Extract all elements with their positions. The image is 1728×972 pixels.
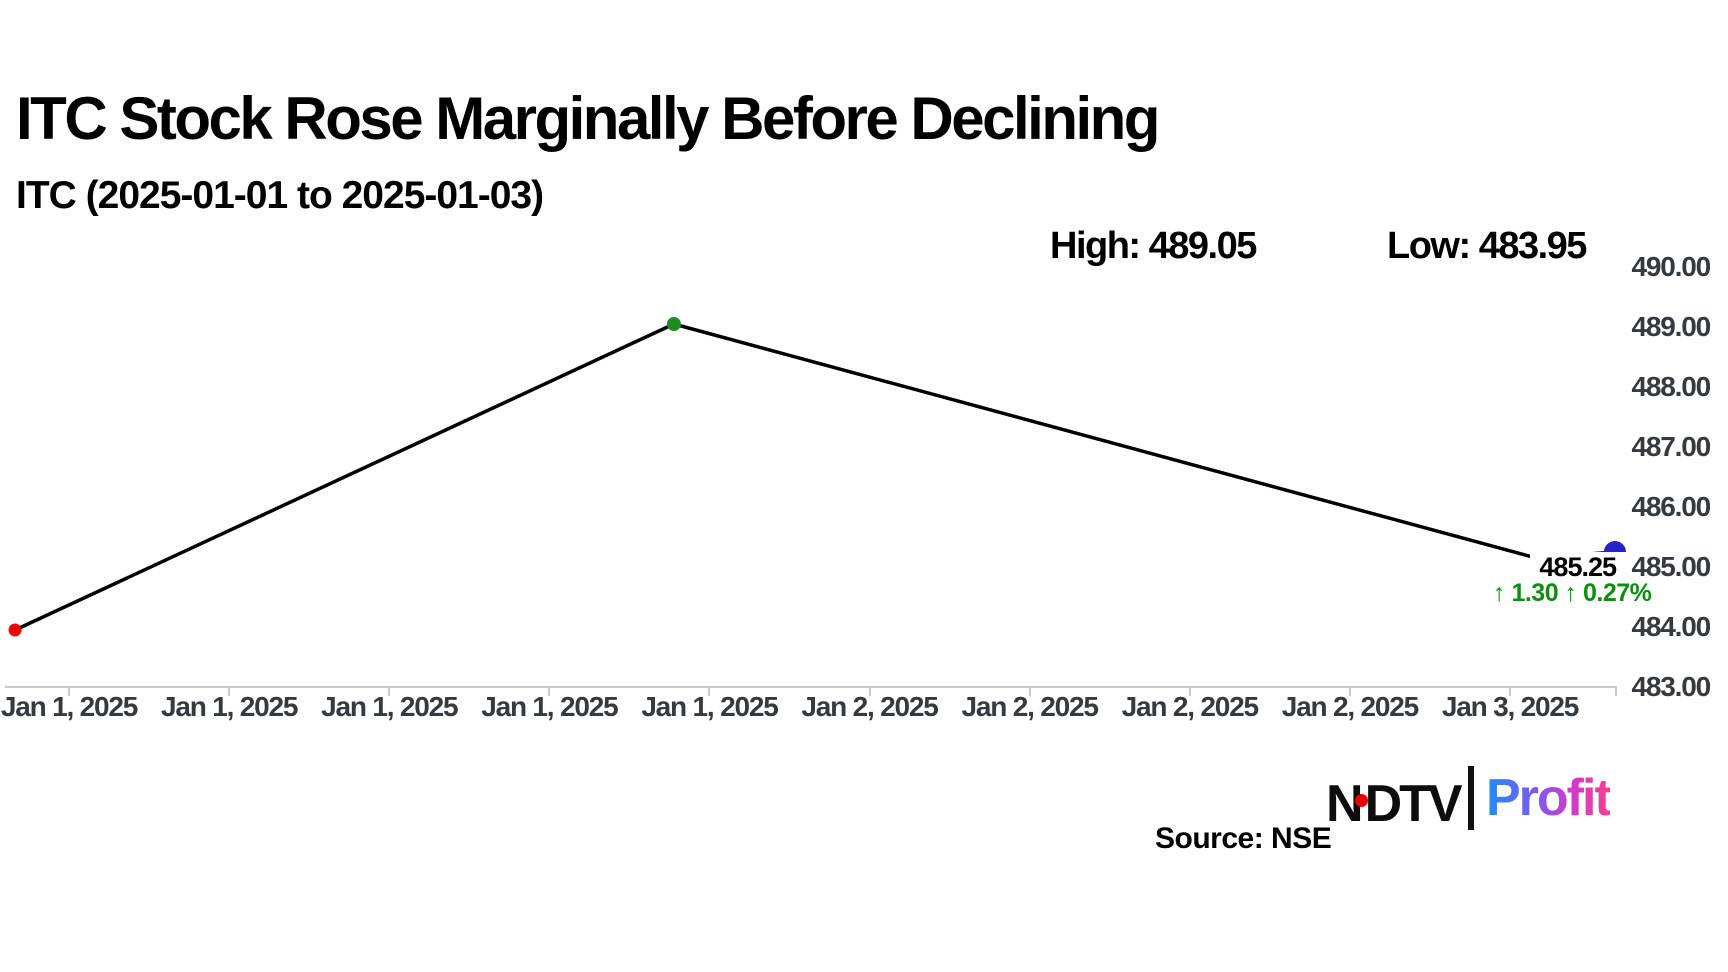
x-axis-label: Jan 2, 2025 <box>1281 691 1419 722</box>
y-axis-label: 487.00 <box>1631 431 1712 462</box>
data-point-marker <box>8 623 22 637</box>
ndtv-logo-red-dot-icon <box>1354 794 1368 807</box>
x-axis-label: Jan 3, 2025 <box>1441 691 1579 722</box>
x-axis-label: Jan 2, 2025 <box>1121 691 1259 722</box>
x-axis-tick <box>388 687 391 696</box>
x-axis-label: Jan 1, 2025 <box>641 691 778 722</box>
y-axis-label: 486.00 <box>1631 491 1712 522</box>
x-axis-tick <box>708 687 711 696</box>
ndtv-logo-dtv: DTV <box>1364 775 1463 833</box>
price-change-label: ↑ 1.30 ↑ 0.27% <box>1493 579 1652 607</box>
x-axis-tick <box>1348 687 1351 696</box>
x-axis-tick <box>1028 687 1031 696</box>
x-axis-label: Jan 1, 2025 <box>160 691 298 722</box>
x-axis-label: Jan 2, 2025 <box>801 691 938 722</box>
y-axis-label: 485.00 <box>1631 551 1712 582</box>
last-price-label: 485.25 <box>1530 552 1630 582</box>
y-axis-label: 488.00 <box>1631 371 1712 402</box>
x-axis-label: Jan 1, 2025 <box>0 691 138 722</box>
source-label: Source: NSE <box>1155 822 1332 855</box>
data-point-marker <box>666 317 681 331</box>
x-axis-line <box>5 686 1617 688</box>
x-axis-tick <box>1188 687 1191 696</box>
chart-subtitle: ITC (2025-01-01 to 2025-01-03) <box>16 174 544 217</box>
profit-logo: Profit <box>1486 769 1612 827</box>
x-axis-label: Jan 2, 2025 <box>961 691 1099 722</box>
x-axis-tick <box>228 687 231 696</box>
high-annotation: High: 489.05 <box>1050 225 1257 267</box>
logo-divider <box>1468 766 1474 830</box>
low-annotation: Low: 483.95 <box>1387 225 1587 267</box>
x-axis-tick <box>548 687 551 696</box>
x-axis-label: Jan 1, 2025 <box>481 691 618 722</box>
y-axis-label: 489.00 <box>1631 311 1712 342</box>
x-axis-label: Jan 1, 2025 <box>321 691 458 722</box>
x-axis-tick <box>1509 687 1511 696</box>
y-axis-label: 483.00 <box>1631 671 1712 702</box>
ndtv-logo: NDTV <box>1326 774 1463 834</box>
y-axis-label: 484.00 <box>1631 611 1712 642</box>
price-line <box>14 322 1616 632</box>
y-axis-label: 490.00 <box>1631 251 1712 282</box>
x-axis-tick <box>868 687 871 696</box>
x-axis-end-tick <box>1615 687 1617 696</box>
x-axis-tick <box>68 687 70 696</box>
chart-title: ITC Stock Rose Marginally Before Declini… <box>16 85 1160 152</box>
